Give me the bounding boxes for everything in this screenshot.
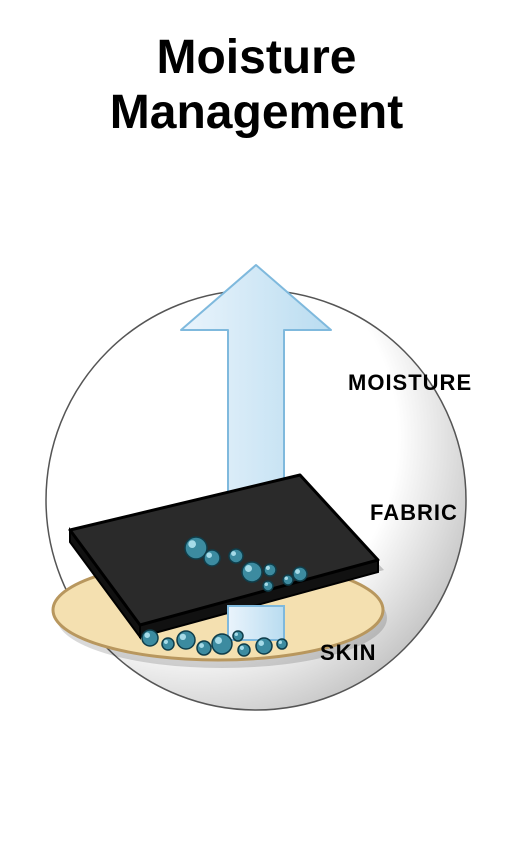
label-fabric: FABRIC <box>370 500 458 526</box>
label-skin: SKIN <box>320 640 377 666</box>
label-moisture: MOISTURE <box>348 370 472 396</box>
moisture-diagram <box>0 0 513 855</box>
